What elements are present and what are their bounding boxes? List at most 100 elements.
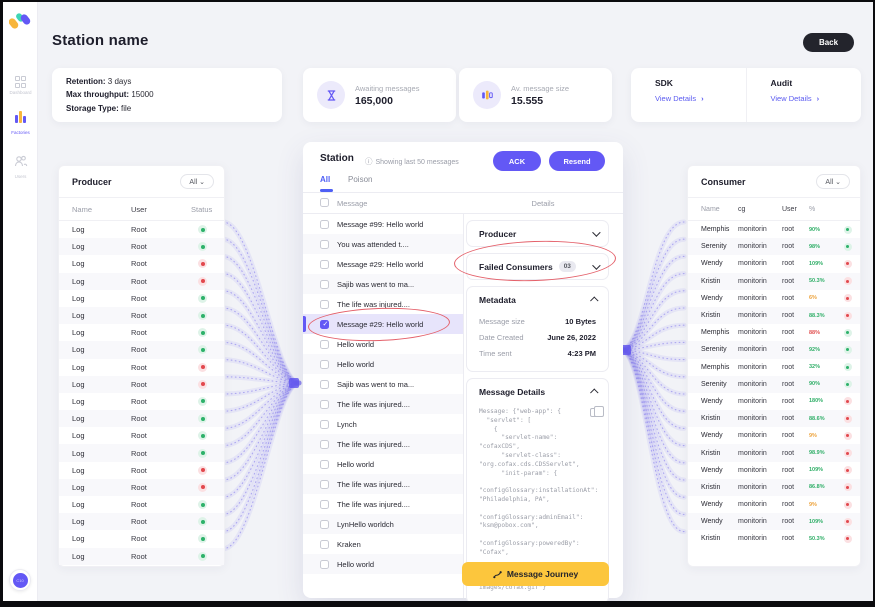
producer-row[interactable]: Log Root bbox=[59, 427, 224, 444]
resend-button[interactable]: Resend bbox=[549, 151, 605, 171]
message-row[interactable]: The life was injured.... bbox=[303, 434, 463, 454]
message-row[interactable]: Sajib was went to ma... bbox=[303, 274, 463, 294]
select-all-checkbox[interactable] bbox=[320, 198, 329, 207]
message-journey-button[interactable]: Message Journey bbox=[462, 562, 609, 586]
copy-icon[interactable] bbox=[590, 405, 604, 417]
message-checkbox[interactable] bbox=[320, 279, 329, 289]
producer-filter-dropdown[interactable]: All ⌄ bbox=[180, 174, 214, 189]
message-checkbox[interactable] bbox=[320, 239, 329, 249]
message-list-header: Message Details bbox=[303, 193, 623, 213]
consumer-row[interactable]: Wendy monitorin root 109% bbox=[688, 462, 860, 479]
message-checkbox[interactable] bbox=[320, 299, 329, 309]
producer-row[interactable]: Log Root bbox=[59, 221, 224, 238]
consumer-row[interactable]: Kristin monitorin root 98.9% bbox=[688, 444, 860, 462]
message-row[interactable]: The life was injured.... bbox=[303, 394, 463, 414]
message-checkbox[interactable] bbox=[320, 459, 329, 469]
producer-row[interactable]: Log Root bbox=[59, 324, 224, 341]
consumer-row[interactable]: Wendy monitorin root 6% bbox=[688, 290, 860, 307]
message-details-accordion-header[interactable]: Message Details bbox=[467, 379, 608, 404]
status-dot bbox=[198, 431, 207, 441]
consumer-filter-dropdown[interactable]: All ⌄ bbox=[816, 174, 850, 189]
app-logo-icon[interactable] bbox=[9, 9, 32, 32]
consumer-row[interactable]: Kristin monitorin root 50.3% bbox=[688, 272, 860, 290]
consumer-row[interactable]: Memphis monitorin root 32% bbox=[688, 359, 860, 376]
producer-row[interactable]: Log Root bbox=[59, 513, 224, 531]
consumer-row[interactable]: Wendy monitorin root 109% bbox=[688, 255, 860, 272]
failed-consumers-accordion-header[interactable]: Failed Consumers 03 bbox=[467, 254, 608, 279]
consumer-user: root bbox=[782, 415, 795, 423]
message-row[interactable]: Kraken bbox=[303, 534, 463, 554]
producer-row[interactable]: Log Root bbox=[59, 375, 224, 393]
tab-all[interactable]: All bbox=[320, 175, 331, 184]
producer-row[interactable]: Log Root bbox=[59, 255, 224, 272]
message-checkbox[interactable] bbox=[320, 519, 329, 529]
message-checkbox[interactable] bbox=[320, 379, 329, 389]
producer-row[interactable]: Log Root bbox=[59, 478, 224, 496]
metadata-accordion-header[interactable]: Metadata bbox=[467, 287, 608, 312]
consumer-row[interactable]: Kristin monitorin root 50.3% bbox=[688, 530, 860, 547]
producer-row[interactable]: Log Root bbox=[59, 547, 224, 565]
producer-row[interactable]: Log Root bbox=[59, 272, 224, 290]
message-checkbox[interactable] bbox=[320, 539, 329, 549]
producer-row[interactable]: Log Root bbox=[59, 238, 224, 256]
sidebar-item-users[interactable]: Users bbox=[3, 154, 38, 179]
info-row: Storage Type: file bbox=[66, 102, 268, 115]
consumer-row[interactable]: Kristin monitorin root 88.3% bbox=[688, 306, 860, 325]
tab-poison[interactable]: Poison bbox=[348, 175, 373, 184]
consumer-row[interactable]: Memphis monitorin root 90% bbox=[688, 221, 860, 238]
consumer-row[interactable]: Wendy monitorin root 180% bbox=[688, 393, 860, 410]
consumer-row[interactable]: Kristin monitorin root 86.8% bbox=[688, 478, 860, 496]
message-row[interactable]: Message #29: Hello world bbox=[303, 254, 463, 274]
producer-row[interactable]: Log Root bbox=[59, 359, 224, 376]
message-checkbox[interactable] bbox=[320, 219, 329, 229]
producer-row[interactable]: Log Root bbox=[59, 290, 224, 307]
message-checkbox[interactable] bbox=[320, 559, 329, 569]
message-checkbox[interactable] bbox=[320, 499, 329, 509]
message-row[interactable]: Message #29: Hello world bbox=[303, 314, 463, 334]
message-checkbox[interactable] bbox=[320, 259, 329, 269]
sdk-view-details-link[interactable]: View Details › bbox=[655, 94, 704, 103]
consumer-row[interactable]: Kristin monitorin root 88.6% bbox=[688, 410, 860, 428]
back-button[interactable]: Back bbox=[803, 33, 854, 52]
sidebar-item-factories[interactable]: Factories bbox=[3, 110, 38, 135]
message-checkbox[interactable] bbox=[320, 359, 329, 369]
message-row[interactable]: Hello world bbox=[303, 334, 463, 354]
message-row[interactable]: Hello world bbox=[303, 554, 463, 574]
audit-view-details-link[interactable]: View Details › bbox=[770, 94, 820, 103]
producer-row[interactable]: Log Root bbox=[59, 462, 224, 479]
consumer-row[interactable]: Wendy monitorin root 9% bbox=[688, 496, 860, 513]
producer-row[interactable]: Log Root bbox=[59, 341, 224, 359]
consumer-row[interactable]: Serenity monitorin root 98% bbox=[688, 238, 860, 256]
producer-accordion-header[interactable]: Producer bbox=[467, 221, 608, 246]
producer-row[interactable]: Log Root bbox=[59, 306, 224, 325]
consumer-row[interactable]: Serenity monitorin root 90% bbox=[688, 375, 860, 393]
message-row[interactable]: The life was injured.... bbox=[303, 474, 463, 494]
producer-row[interactable]: Log Root bbox=[59, 530, 224, 547]
consumer-row[interactable]: Wendy monitorin root 109% bbox=[688, 513, 860, 531]
message-checkbox[interactable] bbox=[320, 399, 329, 409]
message-row[interactable]: Sajib was went to ma... bbox=[303, 374, 463, 394]
message-checkbox[interactable] bbox=[320, 439, 329, 449]
producer-row[interactable]: Log Root bbox=[59, 410, 224, 428]
consumer-row[interactable]: Wendy monitorin root 9% bbox=[688, 427, 860, 444]
sidebar-item-dashboard[interactable]: Dashboard bbox=[3, 68, 38, 95]
message-row[interactable]: You was attended t.... bbox=[303, 234, 463, 254]
consumer-row[interactable]: Memphis monitorin root 88% bbox=[688, 324, 860, 341]
producer-row[interactable]: Log Root bbox=[59, 496, 224, 513]
message-row[interactable]: Message #99: Hello world bbox=[303, 214, 463, 234]
message-row[interactable]: LynHello worldch bbox=[303, 514, 463, 534]
consumer-row[interactable]: Serenity monitorin root 92% bbox=[688, 341, 860, 359]
producer-row[interactable]: Log Root bbox=[59, 393, 224, 410]
message-checkbox[interactable] bbox=[320, 479, 329, 489]
message-checkbox[interactable] bbox=[320, 319, 329, 329]
message-checkbox[interactable] bbox=[320, 339, 329, 349]
ack-button[interactable]: ACK bbox=[493, 151, 541, 171]
message-row[interactable]: Lynch bbox=[303, 414, 463, 434]
message-row[interactable]: The life was injured.... bbox=[303, 294, 463, 314]
message-row[interactable]: Hello world bbox=[303, 454, 463, 474]
user-avatar[interactable]: C10 bbox=[9, 569, 31, 591]
message-checkbox[interactable] bbox=[320, 419, 329, 429]
message-row[interactable]: The life was injured.... bbox=[303, 494, 463, 514]
producer-row[interactable]: Log Root bbox=[59, 444, 224, 462]
message-row[interactable]: Hello world bbox=[303, 354, 463, 374]
